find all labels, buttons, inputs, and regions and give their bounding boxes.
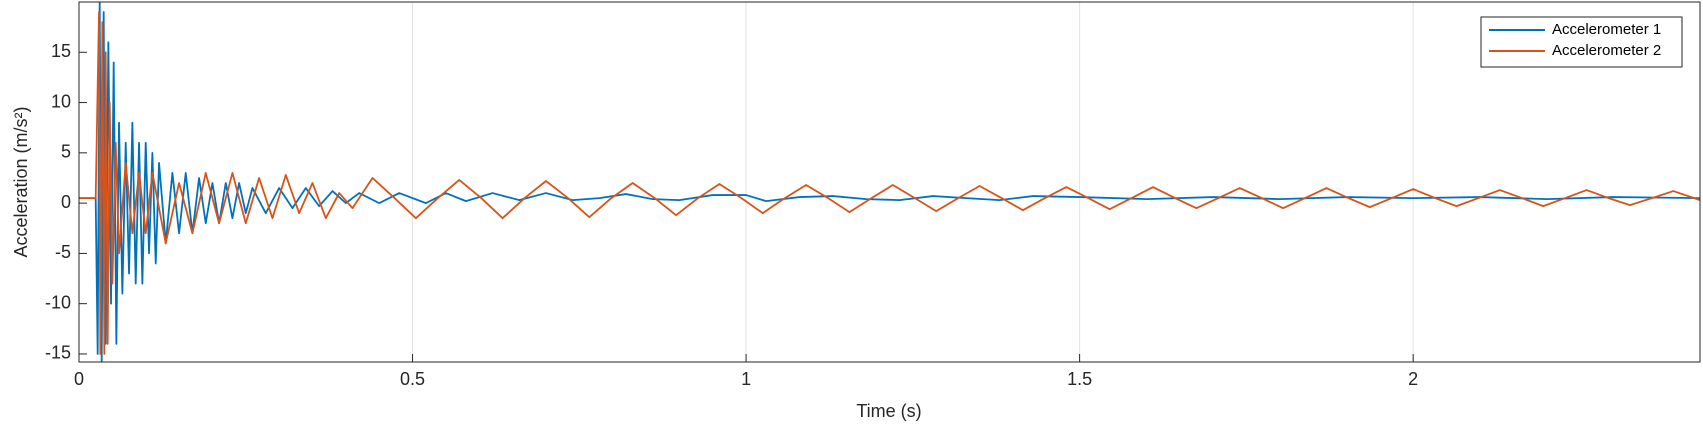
plot-area bbox=[79, 2, 1700, 362]
x-axis-label: Time (s) bbox=[856, 401, 921, 421]
data-line bbox=[79, 11, 1700, 355]
x-tick-label: 1 bbox=[741, 369, 751, 389]
legend-label: Accelerometer 1 bbox=[1552, 21, 1661, 38]
y-tick-label: 10 bbox=[51, 91, 71, 111]
y-tick-label: 5 bbox=[61, 142, 71, 162]
y-tick-label: 15 bbox=[51, 41, 71, 61]
y-tick-label: -15 bbox=[45, 343, 71, 363]
x-tick-label: 0.5 bbox=[400, 369, 425, 389]
legend-box bbox=[1480, 16, 1683, 68]
legend-label: Accelerometer 2 bbox=[1552, 42, 1661, 59]
x-tick-label: 2 bbox=[1408, 369, 1418, 389]
y-axis-label: Acceleration (m/s²) bbox=[11, 106, 31, 257]
y-tick-label: 0 bbox=[61, 192, 71, 212]
y-tick-label: -10 bbox=[45, 292, 71, 312]
x-tick-label: 0 bbox=[74, 369, 84, 389]
x-tick-label: 1.5 bbox=[1067, 369, 1092, 389]
y-tick-label: -5 bbox=[55, 242, 71, 262]
legend: Accelerometer 1 Accelerometer 2 bbox=[1480, 16, 1683, 68]
axes-box bbox=[78, 1, 1701, 363]
